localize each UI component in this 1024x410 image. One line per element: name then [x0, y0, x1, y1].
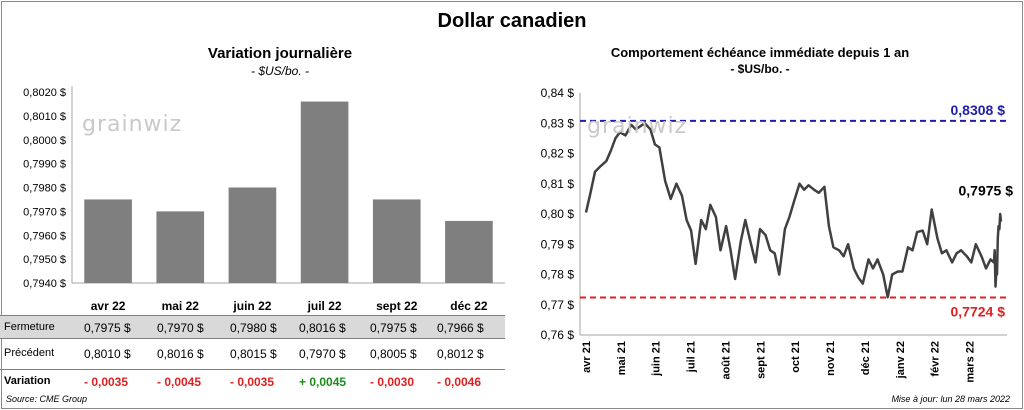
x-tick-label: juil 22 — [307, 299, 342, 313]
close-cell: 0,7975 $ — [84, 321, 131, 335]
variation-cell: - 0,0046 — [437, 375, 482, 389]
x-tick-label: févr 22 — [930, 341, 942, 376]
bar — [300, 101, 349, 283]
bar — [84, 199, 132, 283]
x-tick-label: avr 21 — [581, 341, 593, 373]
variation-cell: - 0,0030 — [370, 375, 415, 389]
x-tick-label: juin 21 — [651, 341, 663, 377]
y-tick-label: 0,82 $ — [541, 147, 575, 161]
x-tick-label: mars 22 — [965, 341, 977, 383]
variation-cell: + 0,0045 — [299, 375, 347, 389]
table-row-variation: Variation - 0,0035 - 0,0045 - 0,0035 + 0… — [0, 369, 505, 393]
x-tick-label: mai 22 — [162, 299, 200, 313]
table-row-close: Fermeture 0,7975 $ 0,7970 $ 0,7980 $ 0,8… — [0, 315, 505, 339]
update-note: Mise à jour: lun 28 mars 2022 — [891, 394, 1010, 404]
x-tick-label: janv 22 — [895, 341, 907, 379]
y-tick-label: 0,83 $ — [541, 116, 575, 130]
bar — [228, 187, 277, 283]
y-tick-label: 0,7950 $ — [23, 254, 66, 266]
bar — [156, 211, 205, 283]
high-reference-label: 0,8308 $ — [951, 102, 1006, 118]
y-tick-label: 0,7940 $ — [23, 278, 66, 290]
row-label-previous: Précédent — [4, 347, 55, 359]
x-tick-label: sept 22 — [376, 299, 418, 313]
y-tick-label: 0,7990 $ — [23, 159, 66, 171]
bar-chart: 0,8020 $ 0,8010 $ 0,8000 $ 0,7990 $ 0,7980 $… — [23, 86, 505, 313]
variation-cell: - 0,0045 — [157, 375, 202, 389]
close-cell: 0,7970 $ — [157, 321, 204, 335]
x-tick-label: nov 21 — [825, 341, 837, 376]
previous-cell: 0,8005 $ — [370, 347, 417, 361]
close-cell: 0,7975 $ — [370, 321, 417, 335]
bar-chart-subtitle: - $US/bo. - — [250, 64, 310, 78]
previous-cell: 0,8010 $ — [84, 347, 131, 361]
line-chart: 0,84 $ 0,83 $ 0,82 $ 0,81 $ 0,80 $ 0,79 $ 0,78… — [541, 86, 1014, 383]
close-cell: 0,8016 $ — [299, 321, 346, 335]
y-tick-label: 0,84 $ — [541, 86, 575, 100]
y-tick-label: 0,77 $ — [541, 298, 575, 312]
previous-cell: 0,8016 $ — [157, 347, 204, 361]
y-tick-label: 0,76 $ — [541, 328, 575, 342]
last-value-label: 0,7975 $ — [959, 183, 1014, 199]
y-tick-label: 0,79 $ — [541, 237, 575, 251]
x-tick-label: avr 22 — [91, 299, 126, 313]
previous-cell: 0,8015 $ — [230, 347, 277, 361]
line-chart-title: Comportement échéance immédiate depuis 1… — [610, 45, 910, 60]
close-cell: 0,7966 $ — [437, 321, 484, 335]
x-tick-label: déc 22 — [450, 299, 488, 313]
x-tick-label: déc 21 — [860, 341, 872, 375]
y-tick-label: 0,78 $ — [541, 268, 575, 282]
x-tick-label: oct 21 — [790, 341, 802, 373]
bar-chart-title: Variation journalière — [207, 45, 353, 62]
bar — [372, 199, 421, 283]
y-tick-label: 0,7980 $ — [23, 183, 66, 195]
y-tick-label: 0,80 $ — [541, 207, 575, 221]
low-reference-label: 0,7724 $ — [951, 303, 1006, 319]
variation-cell: - 0,0035 — [230, 375, 275, 389]
x-tick-label: sept 21 — [755, 341, 767, 379]
price-series-line — [584, 122, 1003, 299]
y-tick-label: 0,8000 $ — [23, 135, 66, 147]
source-note: Source: CME Group — [6, 394, 88, 404]
x-tick-label: juil 21 — [686, 341, 698, 373]
close-cell: 0,7980 $ — [230, 321, 277, 335]
y-tick-label: 0,81 $ — [541, 177, 575, 191]
x-tick-label: août 21 — [720, 341, 732, 380]
page-title: Dollar canadien — [437, 10, 587, 32]
row-label-variation: Variation — [4, 375, 51, 387]
quote-table: Fermeture 0,7975 $ 0,7970 $ 0,7980 $ 0,8… — [0, 312, 505, 398]
line-chart-subtitle: - $US/bo. - — [730, 62, 790, 76]
watermark-logo-right: grainwiz — [587, 114, 688, 139]
x-tick-label: juin 22 — [232, 299, 271, 313]
y-tick-label: 0,7970 $ — [23, 206, 66, 218]
previous-cell: 0,7970 $ — [299, 347, 346, 361]
y-tick-label: 0,7960 $ — [23, 230, 66, 242]
watermark-logo-left: grainwiz — [82, 112, 183, 137]
x-tick-label: mai 21 — [616, 341, 628, 375]
table-row-previous: Précédent 0,8010 $ 0,8016 $ 0,8015 $ 0,7… — [0, 342, 505, 366]
y-tick-label: 0,8020 $ — [23, 87, 66, 99]
row-label-close: Fermeture — [4, 321, 55, 333]
bar — [445, 220, 493, 283]
previous-cell: 0,8012 $ — [437, 347, 484, 361]
y-tick-label: 0,8010 $ — [23, 111, 66, 123]
variation-cell: - 0,0035 — [84, 375, 129, 389]
